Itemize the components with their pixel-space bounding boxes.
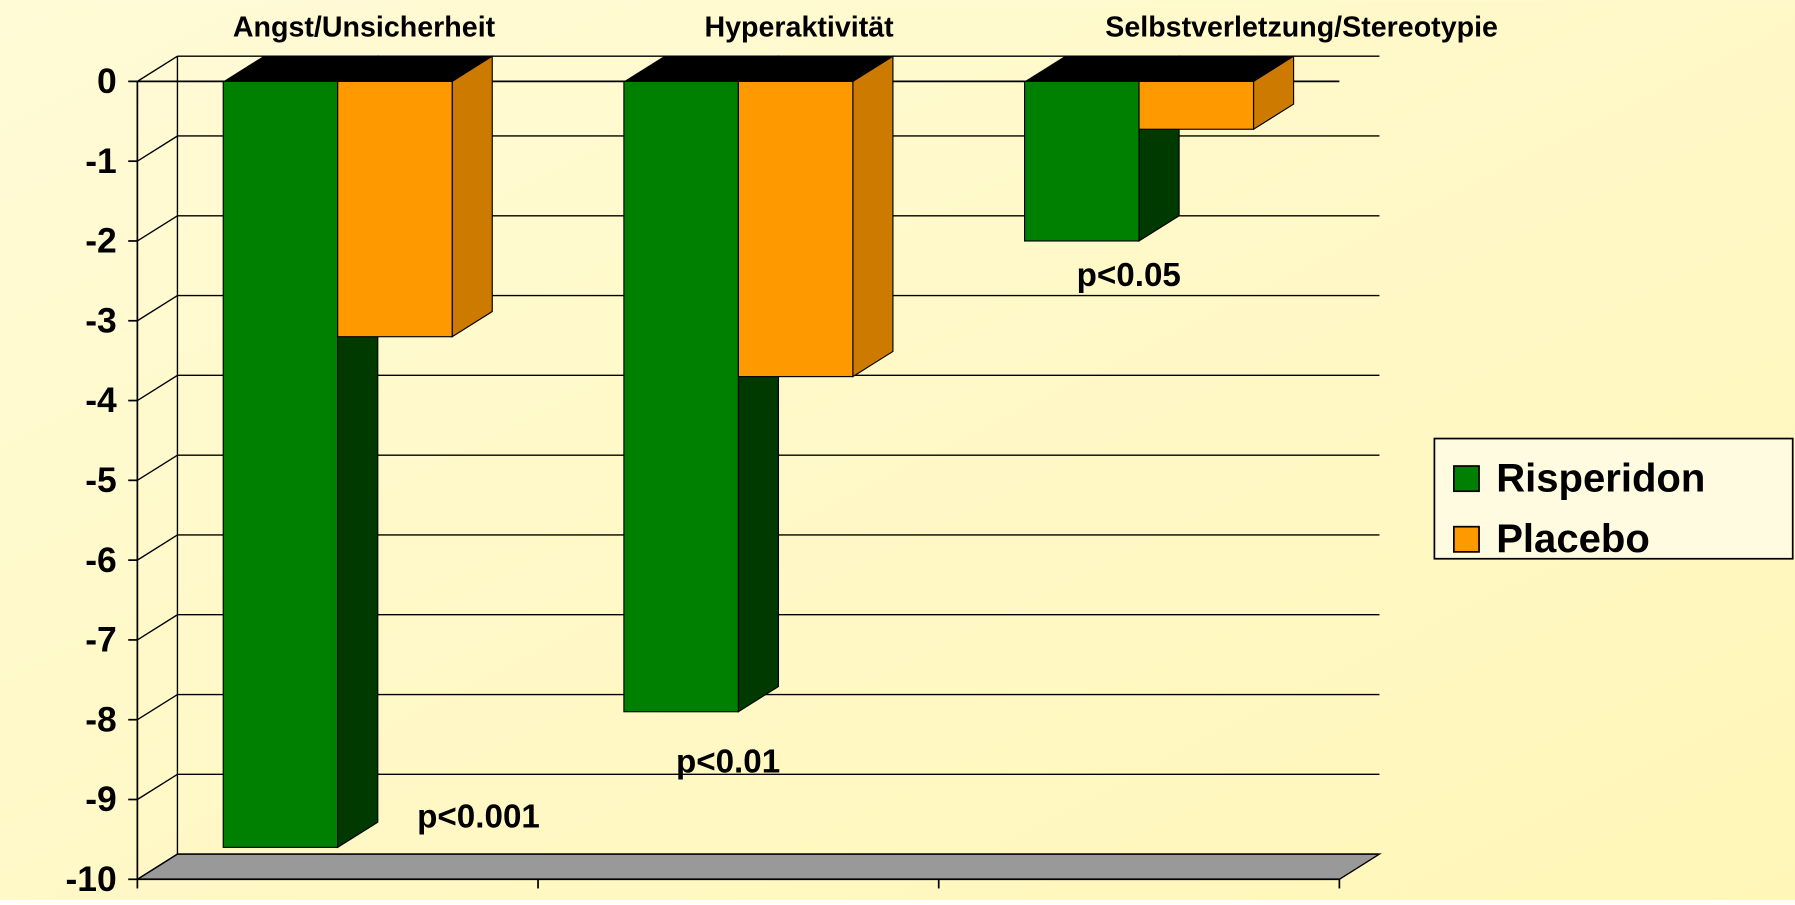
grid-line bbox=[137, 853, 178, 880]
category-label: Selbstverletzung/Stereotypie bbox=[1105, 11, 1498, 43]
bar-top bbox=[1139, 56, 1294, 82]
y-tick-label: -7 bbox=[85, 620, 117, 660]
grid-line bbox=[137, 294, 178, 322]
bar bbox=[337, 55, 493, 338]
grid-line bbox=[137, 215, 178, 242]
legend-swatch bbox=[1452, 525, 1480, 553]
bar-top bbox=[337, 56, 493, 82]
y-tick-label: -5 bbox=[85, 460, 117, 500]
y-tick-label: -6 bbox=[85, 540, 117, 580]
bar bbox=[1138, 55, 1295, 131]
y-tick-label: -8 bbox=[85, 699, 117, 739]
bar-front bbox=[337, 80, 453, 338]
bar-front bbox=[737, 80, 854, 378]
bar bbox=[737, 55, 894, 378]
bar-front bbox=[222, 80, 339, 848]
category-label: Angst/Unsicherheit bbox=[233, 11, 496, 43]
bar-front bbox=[623, 80, 739, 713]
floor bbox=[134, 853, 1382, 880]
category-label: Hyperaktivität bbox=[704, 11, 894, 43]
grid-line bbox=[137, 55, 178, 82]
grid-line bbox=[137, 454, 178, 481]
legend-label: Risperidon bbox=[1496, 456, 1705, 500]
bar-top bbox=[223, 56, 378, 82]
legend-swatch bbox=[1452, 465, 1480, 493]
bar-side bbox=[451, 55, 493, 338]
grid-line bbox=[137, 614, 178, 641]
bar-front bbox=[1023, 80, 1140, 242]
bar-top bbox=[623, 56, 779, 82]
annotation: p<0.05 bbox=[1077, 257, 1181, 294]
grid-line bbox=[137, 773, 178, 801]
y-tick-label: 0 bbox=[97, 61, 117, 101]
bar-top bbox=[738, 56, 893, 82]
annotation: p<0.001 bbox=[417, 798, 540, 835]
legend-label: Placebo bbox=[1496, 517, 1650, 561]
y-tick-label: -2 bbox=[85, 221, 117, 261]
bar-side bbox=[852, 55, 894, 378]
y-tick-label: -3 bbox=[85, 300, 117, 340]
bar bbox=[1023, 55, 1180, 243]
bar-front bbox=[1138, 80, 1255, 130]
y-tick-label: -9 bbox=[85, 779, 117, 819]
annotation: p<0.01 bbox=[676, 743, 780, 780]
y-tick-label: -4 bbox=[85, 380, 117, 420]
legend-box bbox=[1433, 437, 1794, 560]
y-tick-label: -10 bbox=[66, 859, 117, 899]
grid-line bbox=[137, 374, 178, 402]
y-tick-label: -1 bbox=[85, 141, 117, 181]
bar-top bbox=[1024, 56, 1180, 82]
grid-line bbox=[137, 534, 178, 561]
grid-line bbox=[137, 693, 178, 721]
grid-line bbox=[137, 135, 178, 162]
